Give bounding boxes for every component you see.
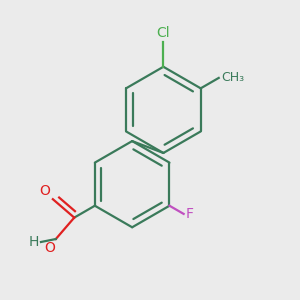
Text: O: O: [44, 241, 55, 254]
Text: O: O: [40, 184, 50, 198]
Text: F: F: [186, 207, 194, 221]
Text: H: H: [29, 235, 40, 249]
Text: CH₃: CH₃: [222, 71, 245, 84]
Text: Cl: Cl: [157, 26, 170, 40]
